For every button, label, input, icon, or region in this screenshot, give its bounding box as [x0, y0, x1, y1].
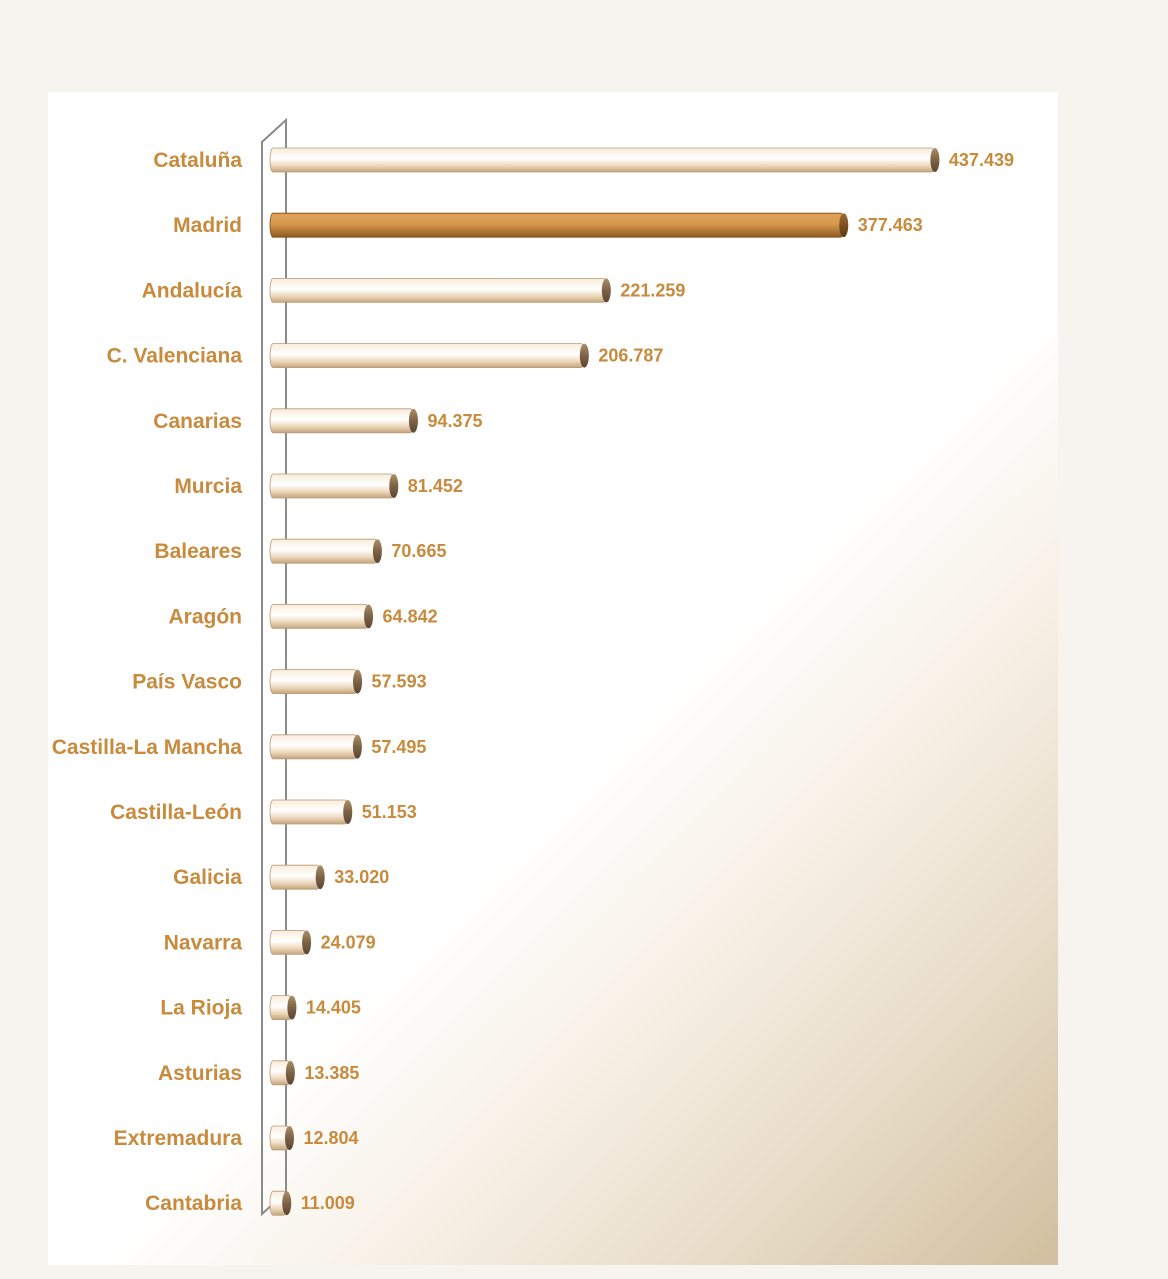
bar-aragón — [269, 604, 374, 629]
bar-end-cap — [579, 343, 589, 368]
chart-panel: Cataluña 437.439 Madrid 377.463 Andalucía 221… — [48, 92, 1058, 1265]
bar-body — [269, 212, 845, 238]
value-label: 70.665 — [391, 541, 446, 561]
value-label: 57.495 — [371, 737, 426, 757]
bar-asturias — [269, 1060, 295, 1086]
bar-end-cap — [282, 1191, 292, 1216]
bar-end-cap — [372, 539, 382, 564]
bar-navarra — [269, 930, 312, 955]
category-label: Cantabria — [145, 1192, 242, 1215]
bar-c-valenciana — [269, 343, 589, 369]
bar-la-rioja — [269, 995, 297, 1020]
bar-país-vasco — [269, 669, 363, 694]
bar-end-cap — [408, 408, 418, 433]
bar-body — [269, 473, 395, 499]
bar-castilla-la-mancha — [269, 734, 362, 760]
bar-body — [269, 734, 358, 760]
bar-end-cap — [839, 213, 849, 238]
bar-body — [269, 538, 378, 564]
bar-end-cap — [930, 148, 940, 172]
bar-end-cap — [389, 474, 399, 498]
bar-body — [269, 930, 308, 955]
bar-end-cap — [284, 1126, 294, 1150]
value-label: 437.439 — [949, 150, 1014, 170]
value-label: 57.593 — [372, 672, 427, 692]
category-label: Extremadura — [114, 1127, 243, 1150]
bars — [269, 147, 940, 1216]
bar-castilla-león — [269, 799, 353, 825]
category-label: Aragón — [169, 605, 243, 628]
value-label: 11.009 — [301, 1193, 355, 1213]
bar-body — [269, 669, 358, 694]
bar-baleares — [269, 538, 382, 564]
category-label: La Rioja — [160, 997, 242, 1020]
value-label: 81.452 — [408, 476, 463, 496]
bar-end-cap — [343, 800, 353, 824]
bar-body — [269, 147, 936, 173]
value-label: 221.259 — [620, 280, 685, 300]
bar-chart: Cataluña 437.439 Madrid 377.463 Andalucía 221… — [52, 117, 1014, 1217]
category-label: Cataluña — [153, 149, 242, 172]
value-label: 33.020 — [334, 867, 389, 887]
bar-end-cap — [315, 865, 325, 890]
value-label: 14.405 — [306, 998, 361, 1018]
bar-end-cap — [364, 604, 374, 629]
category-label: Madrid — [173, 214, 242, 237]
bar-end-cap — [353, 669, 363, 694]
category-label: Canarias — [153, 410, 242, 433]
category-label: C. Valenciana — [107, 345, 243, 368]
bar-body — [269, 343, 585, 369]
category-label: Galicia — [173, 866, 242, 889]
category-label: Asturias — [158, 1062, 242, 1085]
labels: Cataluña 437.439 Madrid 377.463 Andalucía 221… — [52, 149, 1014, 1215]
bar-end-cap — [302, 930, 312, 955]
bar-body — [269, 864, 321, 890]
bar-body — [269, 799, 349, 825]
value-label: 12.804 — [303, 1128, 358, 1148]
category-label: País Vasco — [132, 671, 242, 694]
bar-madrid — [269, 212, 849, 238]
bar-end-cap — [287, 995, 297, 1020]
value-label: 377.463 — [858, 215, 923, 235]
value-label: 206.787 — [598, 346, 663, 366]
category-label: Castilla-León — [110, 801, 242, 824]
bar-andalucía — [269, 277, 611, 303]
value-label: 64.842 — [383, 606, 438, 626]
bar-galicia — [269, 864, 325, 890]
category-label: Navarra — [164, 931, 243, 954]
bar-murcia — [269, 473, 399, 499]
category-label: Andalucía — [142, 279, 243, 302]
value-label: 13.385 — [304, 1063, 359, 1083]
value-label: 51.153 — [362, 802, 417, 822]
bar-cataluña — [269, 147, 940, 173]
bar-canarias — [269, 408, 418, 434]
bar-cantabria — [269, 1190, 292, 1216]
bar-body — [269, 604, 369, 629]
bar-extremadura — [269, 1125, 294, 1151]
category-label: Murcia — [174, 475, 242, 498]
bar-end-cap — [601, 278, 611, 303]
value-label: 24.079 — [321, 932, 376, 952]
value-label: 94.375 — [427, 411, 482, 431]
category-label: Baleares — [154, 540, 242, 563]
category-label: Castilla-La Mancha — [52, 736, 243, 759]
bar-end-cap — [352, 734, 362, 759]
bar-body — [269, 408, 414, 434]
bar-body — [269, 277, 607, 303]
bar-end-cap — [285, 1060, 295, 1085]
